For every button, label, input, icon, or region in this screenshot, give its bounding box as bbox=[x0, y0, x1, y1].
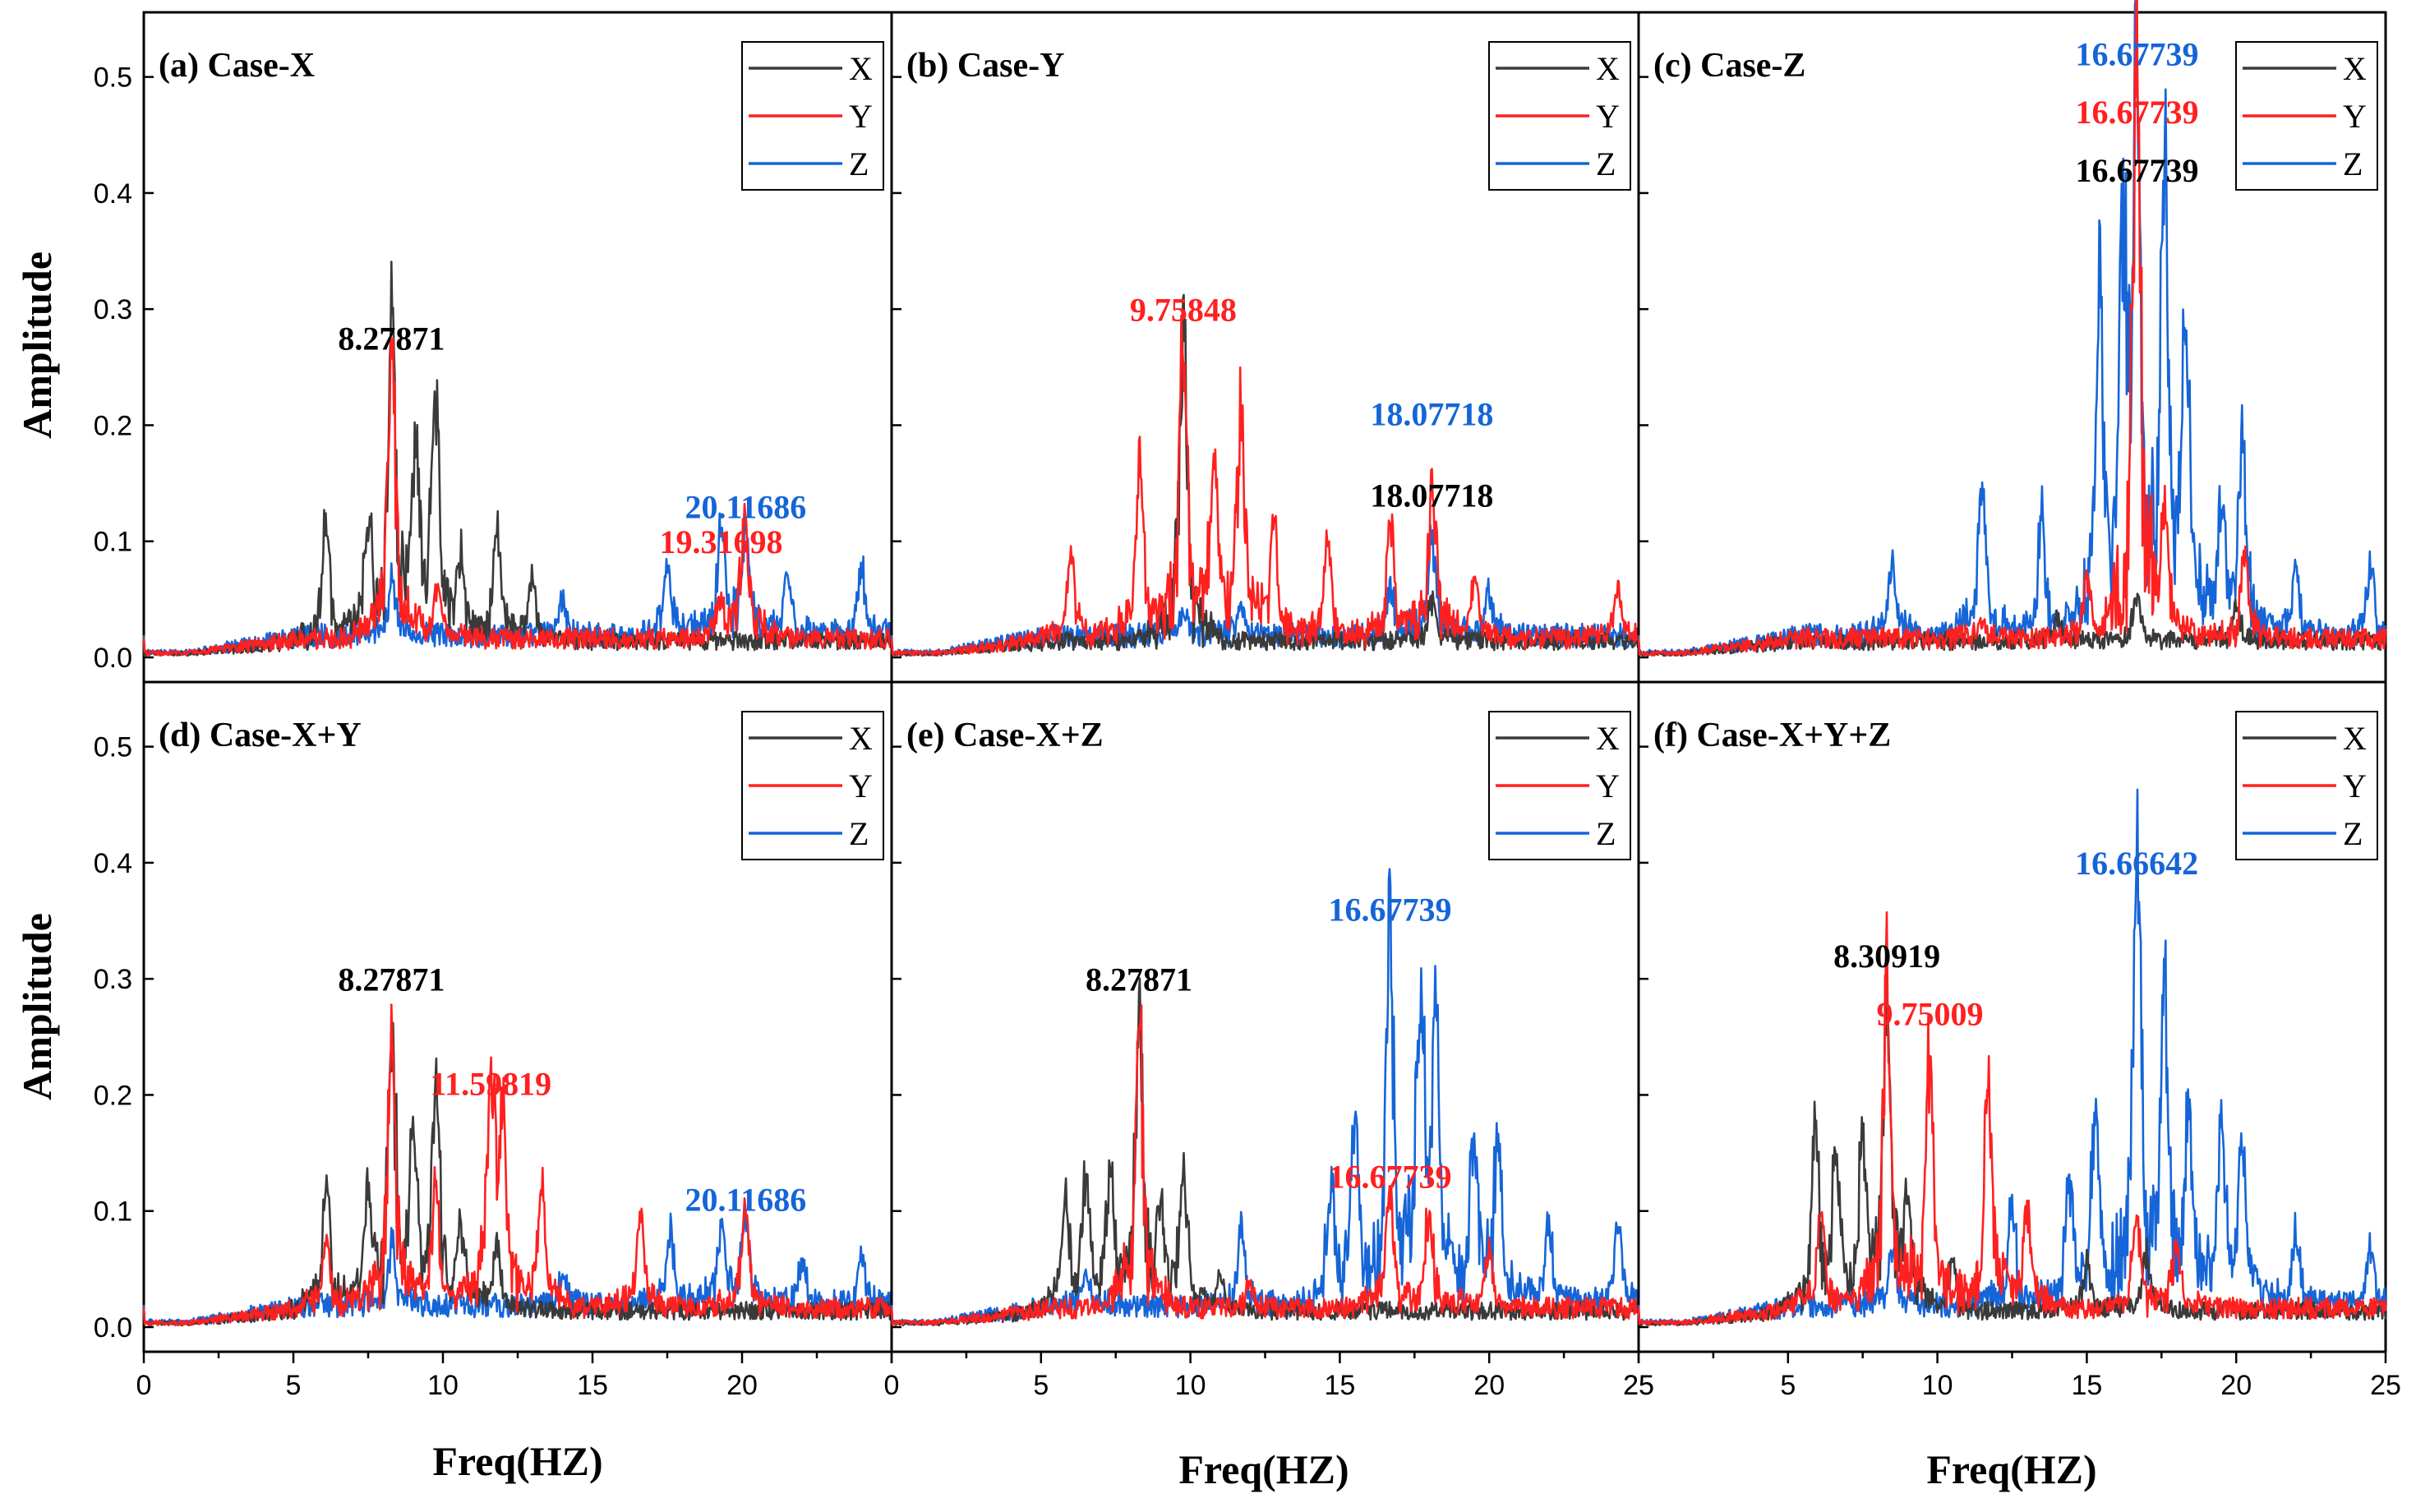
legend-label-x: X bbox=[2343, 50, 2367, 87]
y-tick-label: 0.0 bbox=[94, 1312, 132, 1344]
x-tick-label: 5 bbox=[1033, 1370, 1049, 1401]
x-tick-label: 15 bbox=[577, 1370, 608, 1401]
y-axis-title-top: Amplitude bbox=[14, 251, 60, 439]
y-tick-label: 0.3 bbox=[94, 294, 132, 325]
panel-title: (d) Case-X+Y bbox=[159, 717, 362, 754]
y-axis-title-bottom: Amplitude bbox=[14, 913, 60, 1100]
peak-label-y: 19.31698 bbox=[660, 523, 783, 560]
panel-e: 0 5 10 15 20 25 (e) Case-X+Z XYZ 8.27871 16.67739… bbox=[884, 680, 1654, 1401]
panel-c: (c) Case-Z XYZ 16.67739 16.67739 16.67739 bbox=[1637, 0, 2387, 684]
y-tick-label: 0.1 bbox=[94, 527, 132, 558]
series-line-z bbox=[890, 868, 1640, 1326]
peak-label-x: 18.07718 bbox=[1370, 477, 1493, 514]
legend-label-z: Z bbox=[2343, 145, 2363, 182]
series-line-y bbox=[1637, 910, 2387, 1326]
legend-label-z: Z bbox=[1596, 815, 1616, 852]
legend-label-x: X bbox=[1596, 50, 1620, 87]
legend-label-x: X bbox=[1596, 720, 1620, 757]
peak-label-x: 8.30919 bbox=[1833, 938, 1940, 975]
panel-title: (c) Case-Z bbox=[1653, 47, 1805, 85]
y-tick-label: 0.4 bbox=[94, 848, 132, 879]
x-tick-label: 20 bbox=[726, 1370, 758, 1401]
peak-label-y: 9.75009 bbox=[1877, 996, 1984, 1033]
legend-label-z: Z bbox=[849, 145, 869, 182]
series-line-y bbox=[890, 314, 1640, 657]
series-line-y bbox=[890, 1004, 1640, 1326]
legend-label-y: Y bbox=[1596, 98, 1620, 135]
peak-label-z: 16.67739 bbox=[1328, 892, 1451, 929]
y-tick-label: 0.0 bbox=[94, 643, 132, 674]
x-tick-label: 20 bbox=[1473, 1370, 1505, 1401]
x-tick-label: 0 bbox=[884, 1370, 900, 1401]
series-line-x bbox=[890, 293, 1640, 657]
peak-label-y: 9.75848 bbox=[1130, 291, 1237, 328]
y-tick-label: 0.2 bbox=[94, 1080, 132, 1111]
peak-label-y: 11.59819 bbox=[430, 1065, 551, 1102]
legend-label-y: Y bbox=[2343, 768, 2367, 804]
peak-label-z: 20.11686 bbox=[685, 488, 806, 525]
panel-title: (a) Case-X bbox=[159, 47, 315, 85]
peak-label-y: 16.67739 bbox=[2075, 94, 2198, 131]
x-tick-label: 0 bbox=[136, 1370, 152, 1401]
legend-label-z: Z bbox=[849, 815, 869, 852]
x-axis-title-a: Freq(HZ) bbox=[432, 1438, 602, 1484]
series-line-y bbox=[142, 1003, 893, 1326]
x-tick-label: 10 bbox=[1922, 1370, 1953, 1401]
legend-label-y: Y bbox=[849, 98, 873, 135]
y-tick-label: 0.4 bbox=[94, 178, 132, 210]
peak-label-z: 20.11686 bbox=[685, 1182, 806, 1219]
x-tick-label: 25 bbox=[1623, 1370, 1654, 1401]
x-tick-label: 15 bbox=[1324, 1370, 1355, 1401]
panel-a: 0.0 0.1 0.2 0.3 0.4 0.5 (a) Case-X XYZ 8.27871 19… bbox=[94, 11, 893, 684]
peak-label-x: 8.27871 bbox=[338, 961, 445, 998]
x-tick-label: 15 bbox=[2071, 1370, 2102, 1401]
y-tick-label: 0.5 bbox=[94, 732, 132, 763]
series-line-z bbox=[1637, 0, 2387, 657]
panel-title: (f) Case-X+Y+Z bbox=[1653, 717, 1891, 754]
panel-title: (e) Case-X+Z bbox=[906, 717, 1104, 754]
peak-label-x: 8.27871 bbox=[1086, 961, 1192, 998]
peak-label-z: 18.07718 bbox=[1370, 395, 1493, 432]
x-tick-label: 20 bbox=[2220, 1370, 2252, 1401]
peak-label-z: 16.66642 bbox=[2075, 845, 2198, 882]
panel-d: 0.0 0.1 0.2 0.3 0.4 0.5 0 5 10 15 20 (d) Case-X+Y XY… bbox=[94, 680, 893, 1401]
series-line-x bbox=[1637, 975, 2387, 1327]
y-tick-label: 0.3 bbox=[94, 964, 132, 995]
x-tick-label: 10 bbox=[1175, 1370, 1206, 1401]
legend-label-z: Z bbox=[1596, 145, 1616, 182]
panel-title: (b) Case-Y bbox=[906, 47, 1064, 85]
y-tick-label: 0.5 bbox=[94, 62, 132, 94]
legend-label-y: Y bbox=[2343, 98, 2367, 135]
series-line-y bbox=[1637, 0, 2387, 657]
peak-label-y: 16.67739 bbox=[1328, 1158, 1451, 1195]
legend-label-x: X bbox=[2343, 720, 2367, 757]
y-tick-label: 0.1 bbox=[94, 1196, 132, 1228]
legend-label-y: Y bbox=[1596, 768, 1620, 804]
series-line-z bbox=[1637, 788, 2387, 1326]
peak-label-x: 8.27871 bbox=[338, 320, 445, 357]
x-tick-label: 5 bbox=[286, 1370, 302, 1401]
x-axis-title-c: Freq(HZ) bbox=[1926, 1446, 2096, 1492]
x-tick-label: 5 bbox=[1780, 1370, 1796, 1401]
y-tick-label: 0.2 bbox=[94, 410, 132, 441]
legend-label-y: Y bbox=[849, 768, 873, 804]
x-tick-label: 25 bbox=[1623, 1370, 1654, 1401]
series-line-x bbox=[890, 977, 1640, 1327]
legend-label-x: X bbox=[849, 50, 873, 87]
panel-f: 25 5 10 15 20 25 (f) Case-X+Y+Z XYZ 8.30919 9.750… bbox=[1623, 680, 2401, 1401]
panels-group: 0.00.10.20.30.40.5 (a) Case-X XYZ8.2787119… bbox=[94, 0, 2401, 1401]
panel-b: (b) Case-Y XYZ 9.75848 18.07718 18.07718 bbox=[890, 11, 1640, 684]
x-tick-label: 25 bbox=[2370, 1370, 2401, 1401]
peak-label-z: 16.67739 bbox=[2075, 36, 2198, 73]
legend-label-x: X bbox=[849, 720, 873, 757]
peak-label-x: 16.67739 bbox=[2075, 152, 2198, 189]
x-axis-title-b: Freq(HZ) bbox=[1178, 1446, 1349, 1492]
series-line-x bbox=[142, 260, 893, 657]
series-line-y bbox=[142, 334, 893, 657]
legend-label-z: Z bbox=[2343, 815, 2363, 852]
x-tick-label: 10 bbox=[427, 1370, 459, 1401]
